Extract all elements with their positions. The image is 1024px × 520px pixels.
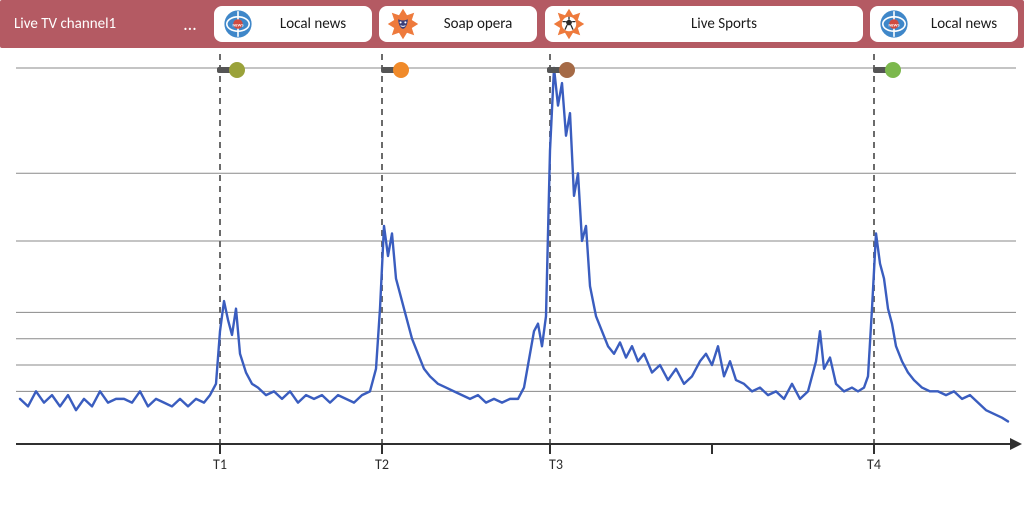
program-label: Soap opera — [429, 15, 527, 33]
program-card[interactable]: Soap opera — [379, 6, 537, 42]
program-label: Local news — [920, 15, 1008, 33]
event-marker-pin — [547, 61, 573, 79]
x-tick-label: T2 — [375, 456, 389, 473]
news-icon: NEWS — [878, 8, 910, 40]
program-ellipsis-text: … — [184, 13, 196, 35]
program-card[interactable]: NEWS Local news — [214, 6, 372, 42]
sports-icon — [553, 8, 585, 40]
program-card[interactable]: NEWS Local news — [870, 6, 1018, 42]
event-marker-pin — [873, 61, 899, 79]
x-tick-label: T3 — [549, 456, 563, 473]
drama-icon — [387, 8, 419, 40]
program-label: Local news — [264, 15, 362, 33]
program-ellipsis: … — [170, 0, 210, 48]
program-guide-bar: Live TV channel1 … NEWS Local news Soap … — [0, 0, 1024, 48]
event-marker-pin — [381, 61, 407, 79]
channel-label: Live TV channel1 — [0, 0, 160, 48]
x-tick-label: T4 — [867, 456, 881, 473]
traffic-line-chart — [0, 54, 1024, 466]
program-label: Live Sports — [595, 15, 853, 33]
event-marker-pin — [217, 61, 243, 79]
svg-text:NEWS: NEWS — [232, 23, 243, 28]
svg-text:NEWS: NEWS — [888, 23, 899, 28]
news-icon: NEWS — [222, 8, 254, 40]
program-card[interactable]: Live Sports — [545, 6, 863, 42]
x-tick-label: T1 — [213, 456, 227, 473]
channel-label-text: Live TV channel1 — [14, 15, 116, 33]
